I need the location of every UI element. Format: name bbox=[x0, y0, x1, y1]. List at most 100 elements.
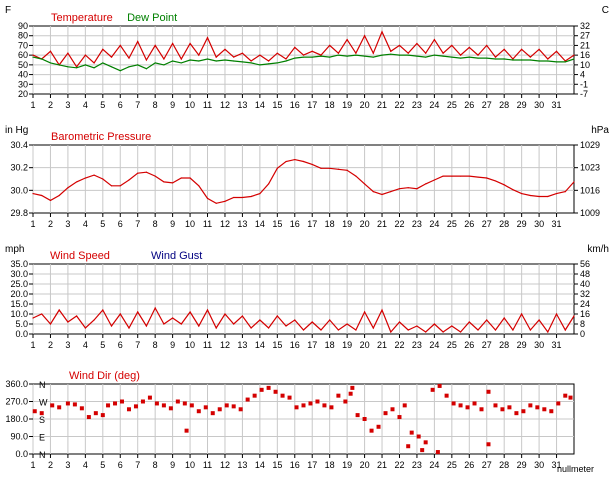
y-tick-label: 30.0 bbox=[10, 269, 28, 279]
series-point bbox=[241, 52, 244, 54]
x-tick-label: 17 bbox=[307, 100, 317, 110]
series-point bbox=[573, 315, 575, 317]
series-point bbox=[320, 54, 322, 56]
y2-tick-label: 10 bbox=[580, 60, 590, 70]
wind-dir-point bbox=[50, 403, 55, 408]
y-unit-label: mph bbox=[5, 244, 24, 255]
x-tick-label: 12 bbox=[220, 219, 230, 229]
x-tick-label: 26 bbox=[464, 100, 474, 110]
wind-dir-point bbox=[355, 413, 360, 418]
series-point bbox=[285, 325, 287, 327]
series-point bbox=[564, 329, 566, 331]
series-point bbox=[49, 199, 52, 201]
series-point bbox=[93, 319, 95, 321]
series-point bbox=[521, 313, 523, 315]
series-point bbox=[84, 327, 86, 329]
wind-dir-point bbox=[245, 397, 250, 402]
series-point bbox=[189, 42, 191, 45]
series-point bbox=[416, 42, 418, 45]
y-tick-label: 5.0 bbox=[15, 319, 28, 329]
series-point bbox=[529, 56, 531, 58]
x-tick-label: 10 bbox=[185, 100, 195, 110]
series-point bbox=[521, 59, 523, 61]
y-tick-label: 180.0 bbox=[5, 414, 28, 424]
series-point bbox=[320, 329, 322, 331]
wind-dir-point bbox=[189, 403, 194, 408]
x-tick-label: 25 bbox=[447, 460, 457, 470]
x-tick-label: 28 bbox=[499, 460, 509, 470]
series-point bbox=[407, 329, 409, 331]
wind-dir-point bbox=[86, 415, 91, 420]
x-tick-label: 17 bbox=[307, 460, 317, 470]
x-tick-label: 5 bbox=[100, 100, 105, 110]
series-point bbox=[302, 329, 305, 331]
series-point bbox=[49, 323, 52, 325]
series-point bbox=[459, 175, 462, 177]
wind-dir-point bbox=[343, 399, 348, 404]
series-point bbox=[137, 64, 139, 66]
x-tick-label: 28 bbox=[499, 100, 509, 110]
x-tick-label: 9 bbox=[170, 100, 175, 110]
wind-dir-point bbox=[390, 407, 395, 412]
x-tick-label: 20 bbox=[360, 460, 370, 470]
series-point bbox=[233, 60, 235, 62]
wind-dir-point bbox=[161, 403, 166, 408]
series-point bbox=[302, 54, 305, 56]
x-tick-label: 16 bbox=[290, 460, 300, 470]
series-point bbox=[398, 321, 401, 323]
x-tick-label: 12 bbox=[220, 100, 230, 110]
chart-title-part: Dew Point bbox=[127, 12, 177, 24]
x-tick-label: 21 bbox=[377, 340, 387, 350]
y-tick-label: 20 bbox=[18, 89, 28, 99]
wind-dir-point bbox=[322, 403, 327, 408]
x-tick-label: 5 bbox=[100, 460, 105, 470]
x-tick-label: 19 bbox=[342, 460, 352, 470]
y2-tick-label: 32 bbox=[580, 289, 590, 299]
x-tick-label: 23 bbox=[412, 340, 422, 350]
series-point bbox=[58, 64, 60, 66]
x-tick-label: 31 bbox=[552, 340, 562, 350]
wind-dir-point bbox=[435, 450, 440, 455]
series-point bbox=[154, 62, 156, 64]
wind-dir-point bbox=[224, 403, 229, 408]
series-point bbox=[198, 185, 200, 187]
series-point bbox=[381, 54, 383, 56]
series-point bbox=[49, 50, 52, 52]
y2-tick-label: 16 bbox=[580, 309, 590, 319]
x-tick-label: 4 bbox=[83, 219, 88, 229]
series-point bbox=[521, 48, 523, 50]
wind-dir-point bbox=[147, 395, 152, 400]
series-point bbox=[259, 319, 261, 321]
wind-dir-point bbox=[430, 387, 435, 392]
x-tick-label: 10 bbox=[185, 219, 195, 229]
series-point bbox=[451, 56, 453, 58]
wind-dir-point bbox=[133, 404, 138, 409]
x-tick-label: 19 bbox=[342, 100, 352, 110]
chart-title-part: Wind Dir (deg) bbox=[69, 370, 140, 382]
x-tick-label: 18 bbox=[325, 219, 335, 229]
y-tick-label: 60 bbox=[18, 50, 28, 60]
series-point bbox=[163, 64, 165, 66]
series-point bbox=[84, 177, 86, 179]
series-point bbox=[110, 325, 113, 327]
x-tick-label: 27 bbox=[482, 219, 492, 229]
x-tick-label: 21 bbox=[377, 460, 387, 470]
series-point bbox=[41, 194, 43, 197]
series-point bbox=[433, 179, 435, 181]
series-point bbox=[76, 67, 78, 69]
wind-dir-point bbox=[72, 402, 77, 407]
series-point bbox=[547, 195, 549, 198]
series-point bbox=[189, 177, 191, 179]
series-point bbox=[363, 311, 366, 313]
series-point bbox=[503, 58, 505, 60]
x-tick-label: 5 bbox=[100, 219, 105, 229]
x-tick-label: 14 bbox=[255, 340, 265, 350]
x-tick-label: 21 bbox=[377, 100, 387, 110]
x-tick-label: 13 bbox=[237, 100, 247, 110]
x-tick-label: 22 bbox=[394, 100, 404, 110]
series-point bbox=[267, 327, 270, 329]
series-point bbox=[512, 59, 514, 61]
wind-dir-point bbox=[528, 403, 533, 408]
compass-label: W bbox=[39, 398, 48, 408]
y2-unit-label: hPa bbox=[591, 125, 609, 136]
